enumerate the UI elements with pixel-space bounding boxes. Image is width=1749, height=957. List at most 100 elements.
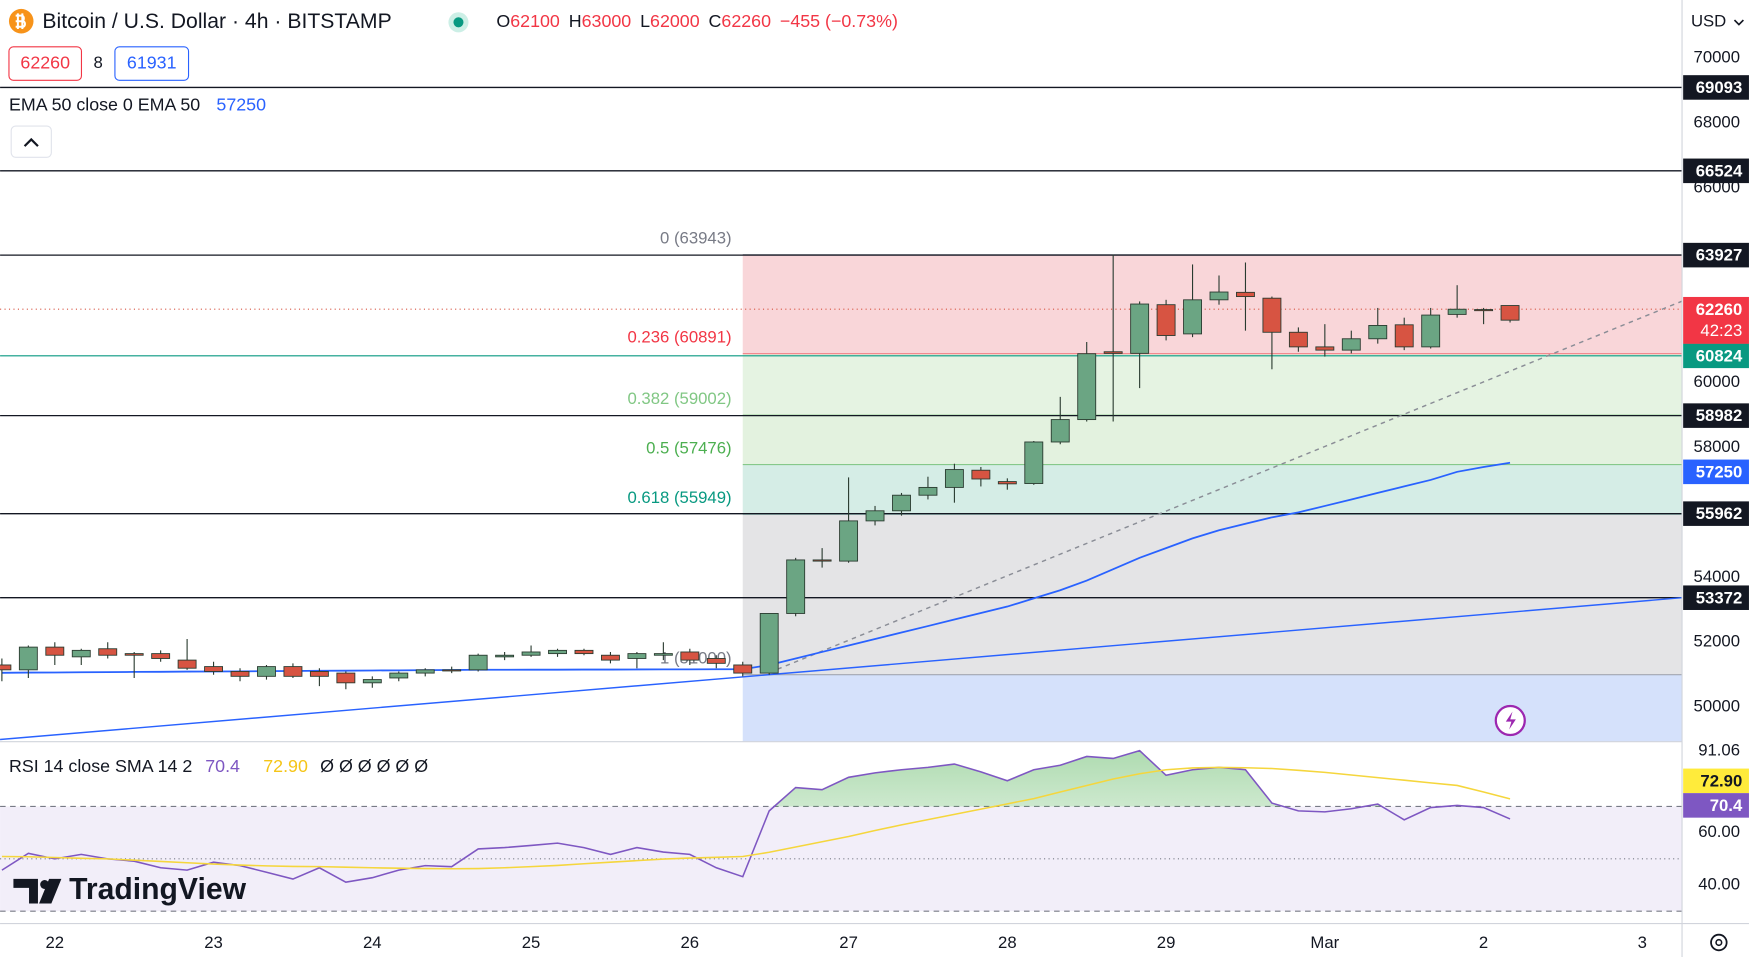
y-tick-label: 54000 [1694, 567, 1741, 586]
level-label: 69093 [1696, 78, 1743, 97]
ohlc-key: H [569, 11, 582, 31]
fib-zone [742, 674, 1683, 742]
candle-body [680, 651, 700, 661]
candle-body [336, 672, 356, 684]
candle-body [1288, 331, 1308, 348]
fib-level-label: 0 (63943) [660, 228, 732, 247]
ohlc-key: O [496, 11, 510, 31]
ask-box[interactable] [114, 46, 190, 81]
symbol-title: Bitcoin / U.S. Dollar · 4h · BITSTAMP [42, 10, 391, 33]
bid-price: 62260 [20, 52, 70, 72]
candle-body [442, 669, 462, 672]
level-label: 53372 [1696, 588, 1743, 607]
candle-body [706, 658, 726, 664]
settings-icon-core [1715, 938, 1723, 947]
currency-chevron [1733, 19, 1744, 26]
candle-body [627, 653, 647, 659]
candle-body [230, 671, 250, 677]
candle-body [1183, 299, 1202, 335]
candle-body [971, 469, 991, 480]
ohlc-key: C [709, 11, 722, 31]
ema-legend-value: 57250 [216, 95, 266, 115]
ohlc-value: 62000 [650, 11, 700, 31]
candle-body [18, 646, 38, 671]
candle-body [124, 653, 144, 656]
candle-body [759, 613, 779, 674]
candle-body [283, 666, 303, 677]
rsi-placeholders: Ø Ø Ø Ø Ø Ø [320, 756, 428, 776]
level-label: 58982 [1696, 406, 1743, 425]
fib-zone [742, 464, 1683, 515]
fib-zone [742, 414, 1683, 465]
candle-body [1341, 338, 1361, 351]
watermark-logo [13, 878, 62, 904]
ema-legend: EMA 50 close 0 EMA 50 [9, 95, 200, 115]
countdown: 42:23 [1700, 321, 1742, 340]
x-tick-label: 26 [681, 933, 700, 952]
candle-body [944, 469, 964, 488]
candle-body [1024, 441, 1044, 484]
level-box [1683, 585, 1749, 610]
trendline [0, 596, 1683, 741]
candle-body [415, 669, 435, 674]
y-tick-label: 70000 [1694, 47, 1741, 66]
candle-body [733, 664, 753, 674]
candle-body [362, 679, 382, 684]
sma-legend-value: 72.90 [263, 756, 308, 776]
marker-label: 60824 [1696, 346, 1743, 365]
level-box [1683, 158, 1749, 184]
fib-level-label: 0.5 (57476) [646, 438, 732, 457]
y-tick-label: 58000 [1694, 437, 1741, 456]
candle-body [177, 659, 197, 669]
ema-last-label: 57250 [1696, 462, 1743, 481]
bitcoin-glyph [15, 13, 26, 29]
candle-body [839, 520, 859, 562]
y-tick-label: 52000 [1694, 632, 1741, 651]
candle-body [151, 653, 171, 659]
event-icon [1505, 711, 1516, 730]
ema-last-box [1683, 459, 1749, 485]
x-tick-label: 29 [1157, 933, 1176, 952]
candle-body [257, 666, 276, 677]
candle-body [1130, 303, 1150, 354]
candle-body [1500, 305, 1520, 321]
rsi-last-box [1683, 793, 1749, 818]
bid-box[interactable] [8, 46, 83, 81]
candle-body [0, 664, 12, 671]
candle-body [204, 666, 224, 672]
candle-body [1103, 351, 1123, 354]
sma-last-label: 72.90 [1700, 771, 1742, 790]
y-tick-label: 50000 [1694, 697, 1741, 716]
y-tick-label: 68000 [1694, 112, 1741, 131]
spread: 8 [94, 53, 103, 72]
x-tick-label: 23 [204, 933, 223, 952]
candle-body [653, 653, 673, 656]
candle-body [1262, 297, 1282, 333]
level-box [1683, 501, 1749, 526]
ohlc-change: −455 (−0.73%) [780, 11, 898, 31]
candle-body [786, 559, 806, 614]
last-price-box [1683, 296, 1749, 344]
collapse-button[interactable] [10, 125, 52, 158]
candle-body [495, 654, 515, 658]
candle-body [548, 649, 567, 655]
ohlc-value: 62100 [510, 11, 560, 31]
candle-body [892, 494, 911, 512]
last-price-label: 62260 [1696, 300, 1743, 319]
settings-icon[interactable] [1710, 933, 1728, 952]
level-box [1683, 403, 1749, 428]
candle-body [1050, 419, 1070, 443]
x-tick-label: Mar [1310, 933, 1339, 952]
x-tick-label: 3 [1638, 933, 1647, 952]
candle-body [997, 481, 1017, 485]
currency[interactable]: USD [1691, 12, 1726, 31]
fib-level-label: 0.618 (55949) [627, 488, 731, 507]
rsi-tick-label: 40.00 [1698, 874, 1740, 893]
marker-box [1683, 343, 1749, 369]
candle-body [1236, 291, 1255, 298]
candle-body [71, 649, 91, 658]
candle-body [468, 654, 488, 671]
ask-price: 61931 [127, 52, 177, 72]
candle-body [1421, 314, 1441, 348]
